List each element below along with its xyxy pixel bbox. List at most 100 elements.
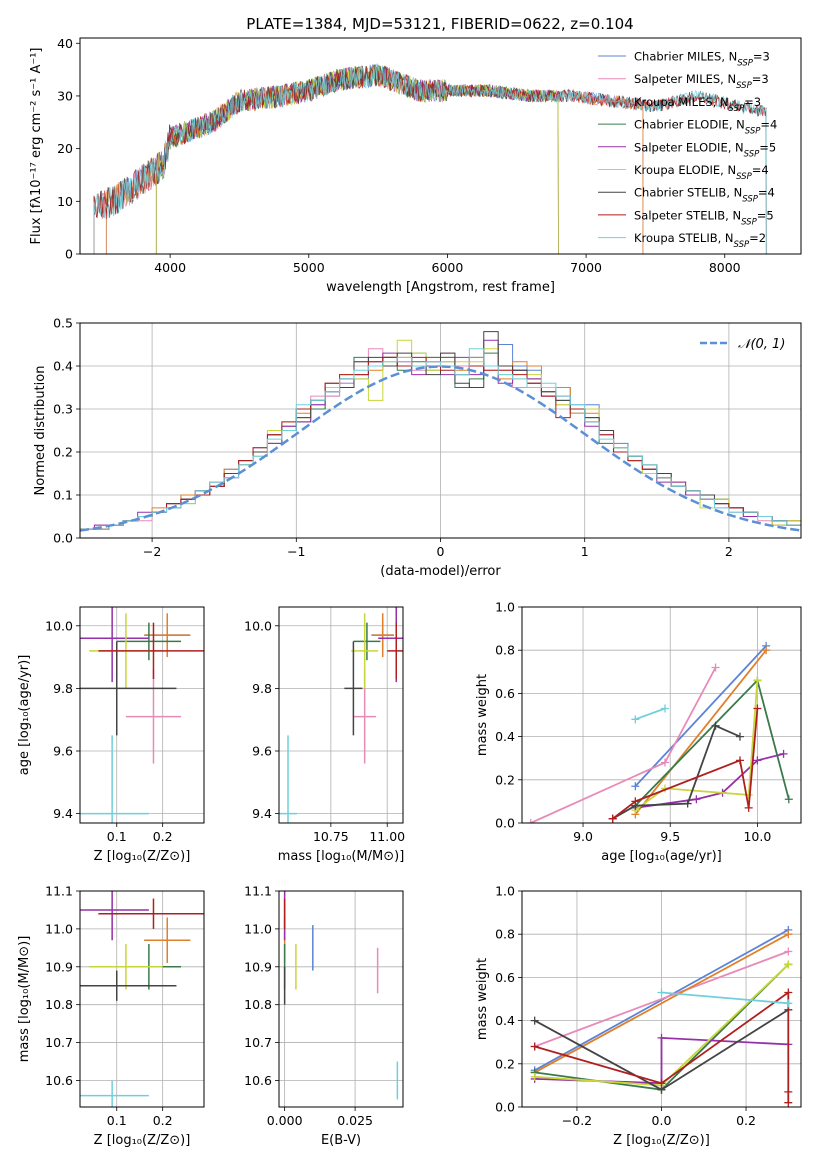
age-vs-mass-ytick-label: 9.6 [252,744,272,759]
residuals-ytick-label: 0.3 [53,402,73,417]
residuals-plot-area [80,331,801,538]
mass-weight-point-marker [660,704,669,713]
axes-frame [521,606,802,824]
mass-weight-vs-Z-ytick-label: 0.2 [495,1056,515,1071]
mass-weight-point-marker [608,814,617,823]
mass-weight-point-marker [744,803,753,812]
mass-vs-Z-ytick-label: 11.1 [45,884,73,899]
mass-weight-series-line [534,1036,789,1085]
mass-vs-Z-plot-area [80,891,204,1107]
axes-frame [79,322,802,539]
mass-weight-point-marker [735,732,744,741]
age-vs-Z-panel: 0.1 0.2 9.4 9.6 9.8 10.0 Z [log₁₀(Z/Z⊙)] age [l… [17,606,205,864]
mass-vs-Z-ytick-label: 10.8 [45,997,73,1012]
legend-entry: Salpeter MILES, NSSP=3 [634,72,769,91]
spectrum-ytick-label: 10 [57,194,73,209]
age-vs-mass-xtick-label: 10.75 [313,829,349,844]
mass-weight-point-marker [530,1072,539,1081]
mass-vs-EBV-ytick-label: 10.7 [244,1035,272,1050]
mass-weight-vs-age-ytick-label: 0.4 [495,729,515,744]
age-vs-mass-ytick-label: 9.4 [252,806,272,821]
mass-vs-Z-xtick-label: 0.2 [153,1113,173,1128]
mass-weight-point-marker [631,715,640,724]
mass-weight-point-marker [692,795,701,804]
age-vs-mass-ytick-label: 10.0 [244,618,272,633]
mass-weight-point-marker [631,782,640,791]
spectrum-xtick-label: 8000 [709,260,741,275]
residuals-xtick-label: 0 [437,544,445,559]
residuals-ytick-label: 0.5 [53,316,73,331]
axes-frame [278,890,404,1108]
mass-weight-vs-Z-xlabel: Z [log₁₀(Z/Z⊙)] [613,1133,710,1148]
figure-title: PLATE=1384, MJD=53121, FIBERID=0622, z=0… [246,15,633,33]
mass-weight-vs-age-ytick-label: 0.0 [495,816,515,831]
axes-frame [278,606,404,824]
mass-vs-Z-ytick-label: 10.9 [45,959,73,974]
spectrum-xtick-label: 6000 [432,260,464,275]
legend-entry: Chabrier MILES, NSSP=3 [634,50,770,69]
mass-vs-EBV-xtick-label: 0.000 [267,1113,303,1128]
mass-weight-vs-Z-ytick-label: 1.0 [495,884,515,899]
mass-weight-vs-Z-ytick-label: 0.4 [495,1013,515,1028]
residuals-ytick-label: 0.4 [53,359,73,374]
mass-weight-vs-Z-xtick-label: 0.0 [652,1113,672,1128]
mass-weight-point-marker [657,1033,666,1042]
spectrum-xtick-label: 4000 [154,260,186,275]
mass-weight-point-marker [784,1098,793,1107]
mass-weight-vs-age-ytick-label: 1.0 [495,600,515,615]
mass-vs-EBV-ytick-label: 11.0 [244,921,272,936]
mass-weight-vs-age-ytick-label: 0.6 [495,686,515,701]
legend-entry: Chabrier STELIB, NSSP=4 [634,186,775,205]
age-vs-Z-xtick-label: 0.2 [153,829,173,844]
mass-vs-Z-ytick-label: 10.7 [45,1035,73,1050]
spectrum-plot-area [93,63,767,254]
mass-weight-series-line [534,933,789,1074]
mass-weight-point-marker [735,756,744,765]
mass-weight-point-marker [711,721,720,730]
mass-weight-vs-age-xlabel: age [log₁₀(age/yr)] [601,849,722,864]
mass-weight-point-marker [753,676,762,685]
age-vs-mass-xlabel: mass [log₁₀(M/M⊙)] [278,849,405,864]
residuals-xtick-label: 2 [725,544,733,559]
residuals-ylabel: Normed distribution [33,366,48,496]
mass-vs-EBV-plot-area [283,891,399,1100]
age-vs-mass-ytick-label: 9.8 [252,681,272,696]
spectrum-xtick-label: 5000 [293,260,325,275]
mass-weight-point-marker [631,797,640,806]
spectrum-xlabel: wavelength [Angstrom, rest frame] [326,280,555,295]
mass-weight-vs-Z-xtick-label: −0.2 [562,1113,592,1128]
age-vs-Z-xtick-label: 0.1 [107,829,127,844]
mass-weight-point-marker [530,1042,539,1051]
mass-weight-point-marker [784,795,793,804]
mass-weight-point-marker [784,999,793,1008]
mass-weight-series-line [534,929,789,1072]
normal-reference-curve [80,365,801,532]
axes-frame [79,606,205,824]
spectrum-ytick-label: 20 [57,141,73,156]
mass-vs-Z-ytick-label: 11.0 [45,921,73,936]
residuals-xtick-label: 1 [581,544,589,559]
mass-weight-series-line [661,991,789,1005]
mass-weight-vs-Z-ytick-label: 0.0 [495,1100,515,1115]
mass-weight-point-marker [657,988,666,997]
axes-frame [521,890,802,1108]
mass-weight-vs-age-plot-area [526,641,793,823]
mass-weight-point-marker [526,819,535,823]
residuals-ytick-label: 0.0 [53,531,73,546]
mass-weight-point-marker [784,947,793,956]
mass-weight-series-line [634,649,767,815]
mass-weight-vs-Z-ylabel: mass weight [475,958,490,1040]
mass-vs-EBV-ytick-label: 10.9 [244,959,272,974]
mass-weight-vs-age-xtick-label: 9.5 [660,829,680,844]
mass-weight-series-line [634,680,759,811]
mass-weight-series-line [634,707,666,721]
mass-vs-Z-xtick-label: 0.1 [107,1113,127,1128]
age-vs-Z-ytick-label: 9.6 [53,744,73,759]
mass-weight-point-marker [779,749,788,758]
age-vs-Z-ytick-label: 9.8 [53,681,73,696]
mass-weight-point-marker [784,960,793,969]
mass-vs-EBV-ytick-label: 10.6 [244,1073,272,1088]
mass-weight-vs-age-panel: 9.0 9.5 10.0 0.0 0.2 0.4 0.6 0.8 1.0 age [log₁₀(a… [475,600,802,864]
spectrum-ytick-label: 30 [57,88,73,103]
